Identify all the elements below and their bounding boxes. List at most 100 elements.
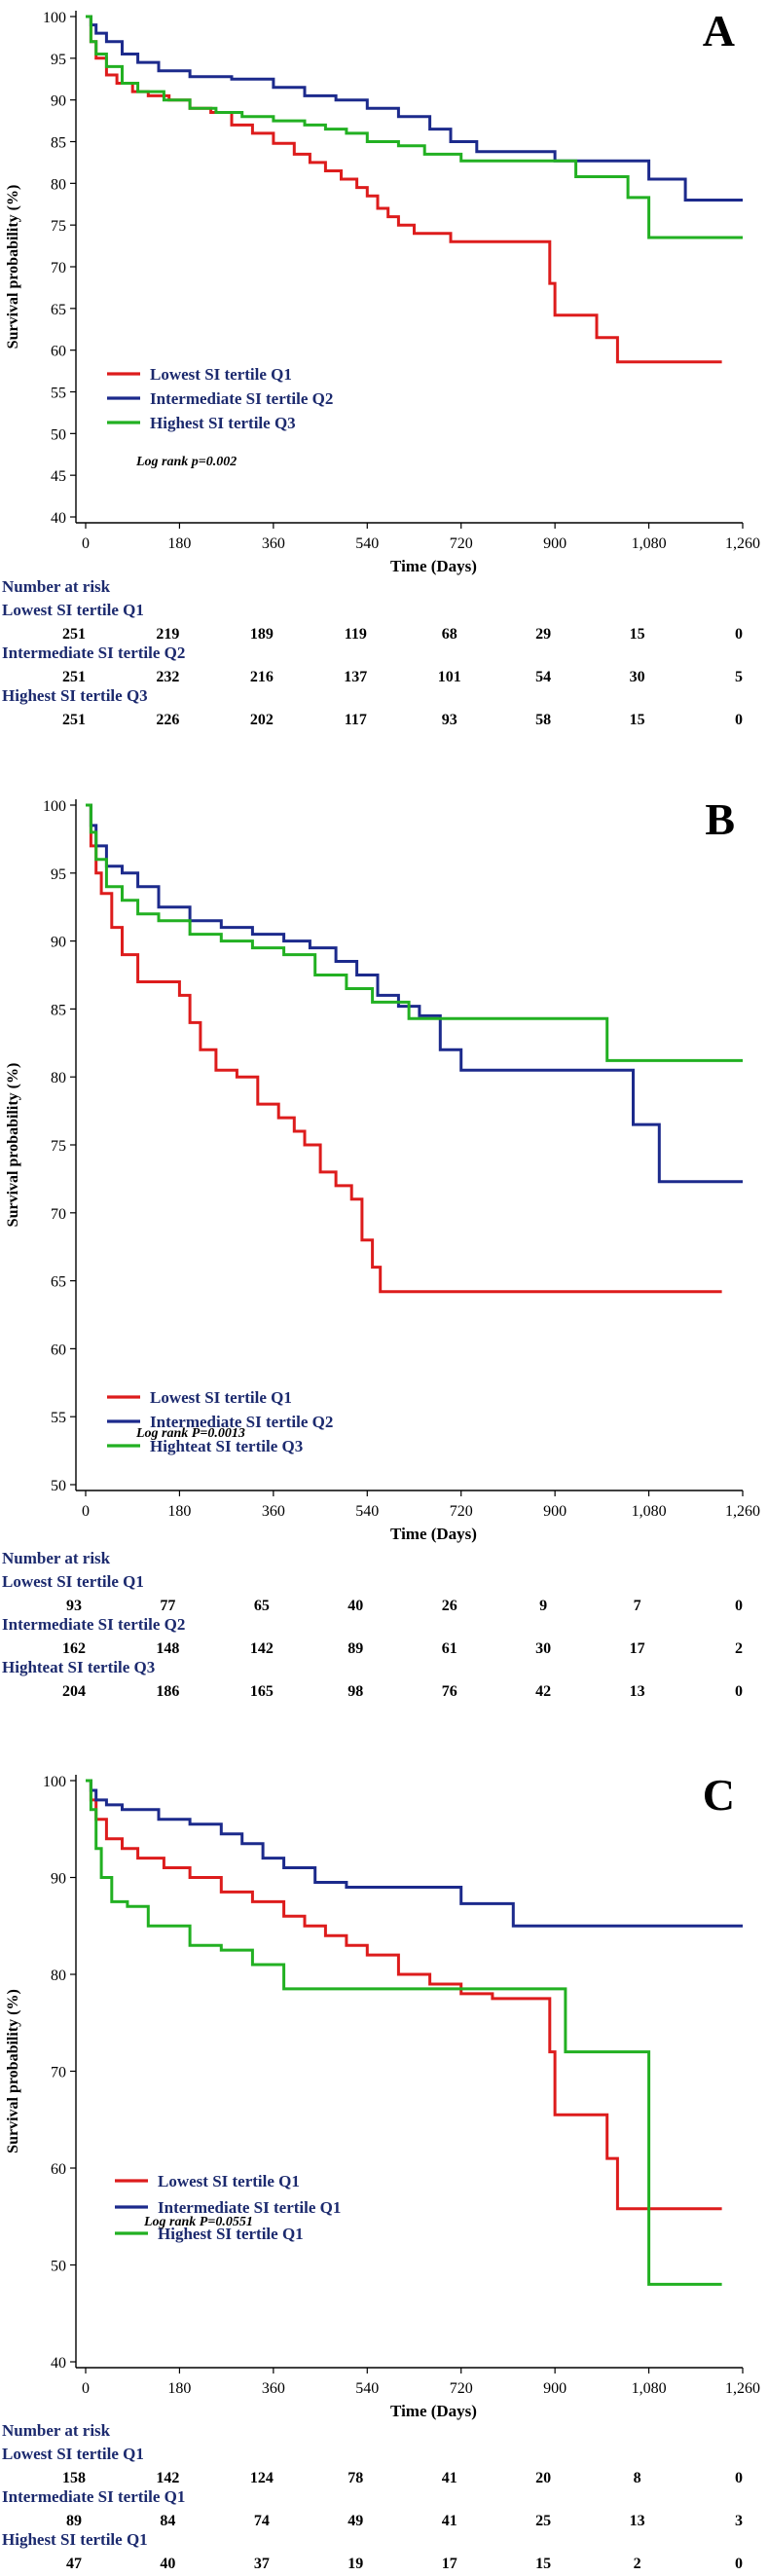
risk-value: 13 [630,1683,645,1700]
series-line-mid [86,1779,743,1928]
risk-table-title: Number at risk [2,577,111,596]
y-tick-label: 100 [43,798,66,815]
y-axis-label: Survival probability (%) [5,1063,21,1228]
risk-value: 89 [66,2513,82,2529]
y-tick-label: 60 [51,344,66,360]
risk-value: 162 [62,1640,86,1657]
x-tick-label: 0 [82,1503,90,1520]
risk-value: 189 [250,626,274,643]
risk-row-label: Lowest SI tertile Q1 [2,1572,144,1591]
risk-value: 84 [160,2513,175,2529]
y-tick-label: 65 [51,302,66,318]
x-tick-label: 1,260 [725,1503,760,1520]
panel-label: A [703,6,735,55]
y-tick-label: 75 [51,218,66,235]
risk-value: 165 [250,1683,274,1700]
log-rank-annotation: Log rank P=0.0551 [143,2215,253,2229]
risk-row-label: Intermediate SI tertile Q1 [2,2487,185,2506]
x-tick-label: 720 [450,1503,473,1520]
legend-entry: Lowest SI tertile Q1 [150,365,292,384]
legend-entry: Intermediate SI tertile Q2 [150,1413,333,1431]
y-tick-label: 90 [51,935,66,951]
risk-value: 2 [634,2556,641,2572]
log-rank-annotation: Log rank P=0.0013 [135,1426,245,1441]
risk-value: 251 [62,626,86,643]
panel-label: C [703,1770,735,1820]
risk-value: 41 [442,2470,457,2486]
risk-value: 0 [735,712,743,728]
y-tick-label: 80 [51,1968,66,1984]
risk-value: 17 [442,2556,457,2572]
legend-entry: Intermediate SI tertile Q2 [150,389,333,408]
x-tick-label: 540 [355,2380,379,2397]
risk-value: 8 [634,2470,641,2486]
y-tick-label: 95 [51,866,66,883]
y-tick-label: 40 [51,2355,66,2372]
risk-value: 13 [630,2513,645,2529]
y-tick-label: 70 [51,260,66,276]
risk-value: 9 [539,1598,547,1614]
legend-entry: Intermediate SI tertile Q1 [158,2198,341,2217]
risk-value: 61 [442,1640,457,1657]
series-line-low [86,15,722,364]
series-line-high [86,15,743,239]
risk-value: 17 [630,1640,645,1657]
risk-value: 74 [254,2513,270,2529]
x-tick-label: 900 [543,1503,567,1520]
risk-value: 137 [344,669,367,685]
risk-value: 101 [438,669,461,685]
series-line-high [86,1779,722,2286]
y-tick-label: 45 [51,468,66,485]
x-tick-label: 1,080 [632,535,667,552]
x-tick-label: 360 [262,1503,285,1520]
risk-value: 124 [250,2470,274,2486]
risk-value: 20 [535,2470,551,2486]
risk-value: 98 [347,1683,363,1700]
panel-label: B [705,794,735,844]
x-tick-label: 900 [543,2380,567,2397]
risk-value: 2 [735,1640,743,1657]
risk-value: 68 [442,626,457,643]
risk-value: 89 [347,1640,363,1657]
risk-value: 204 [62,1683,86,1700]
risk-value: 142 [156,2470,179,2486]
risk-table-title: Number at risk [2,1549,111,1567]
y-tick-label: 55 [51,386,66,402]
x-tick-label: 540 [355,1503,379,1520]
legend-entry: Lowest SI tertile Q1 [158,2172,300,2190]
y-axis-label: Survival probability (%) [5,185,21,350]
risk-value: 7 [634,1598,641,1614]
risk-value: 158 [62,2470,86,2486]
y-tick-label: 50 [51,2259,66,2275]
x-axis-label: Time (Days) [390,1525,477,1543]
y-tick-label: 100 [43,10,66,26]
x-tick-label: 180 [167,535,191,552]
x-tick-label: 720 [450,535,473,552]
risk-value: 15 [535,2556,551,2572]
risk-value: 15 [630,626,645,643]
risk-value: 26 [442,1598,457,1614]
series-line-mid [86,803,743,1184]
y-tick-label: 70 [51,1206,66,1223]
y-tick-label: 100 [43,1774,66,1790]
risk-value: 41 [442,2513,457,2529]
risk-table-title: Number at risk [2,2421,111,2440]
y-tick-label: 50 [51,426,66,443]
x-tick-label: 1,260 [725,2380,760,2397]
risk-row-label: Lowest SI tertile Q1 [2,601,144,619]
risk-value: 5 [735,669,743,685]
y-tick-label: 95 [51,52,66,68]
risk-value: 42 [535,1683,551,1700]
x-tick-label: 720 [450,2380,473,2397]
x-tick-label: 180 [167,1503,191,1520]
x-tick-label: 0 [82,2380,90,2397]
y-tick-label: 40 [51,510,66,527]
y-tick-label: 60 [51,2161,66,2178]
risk-value: 202 [250,712,274,728]
risk-value: 216 [250,669,274,685]
risk-value: 65 [254,1598,270,1614]
risk-value: 219 [156,626,179,643]
x-tick-label: 180 [167,2380,191,2397]
